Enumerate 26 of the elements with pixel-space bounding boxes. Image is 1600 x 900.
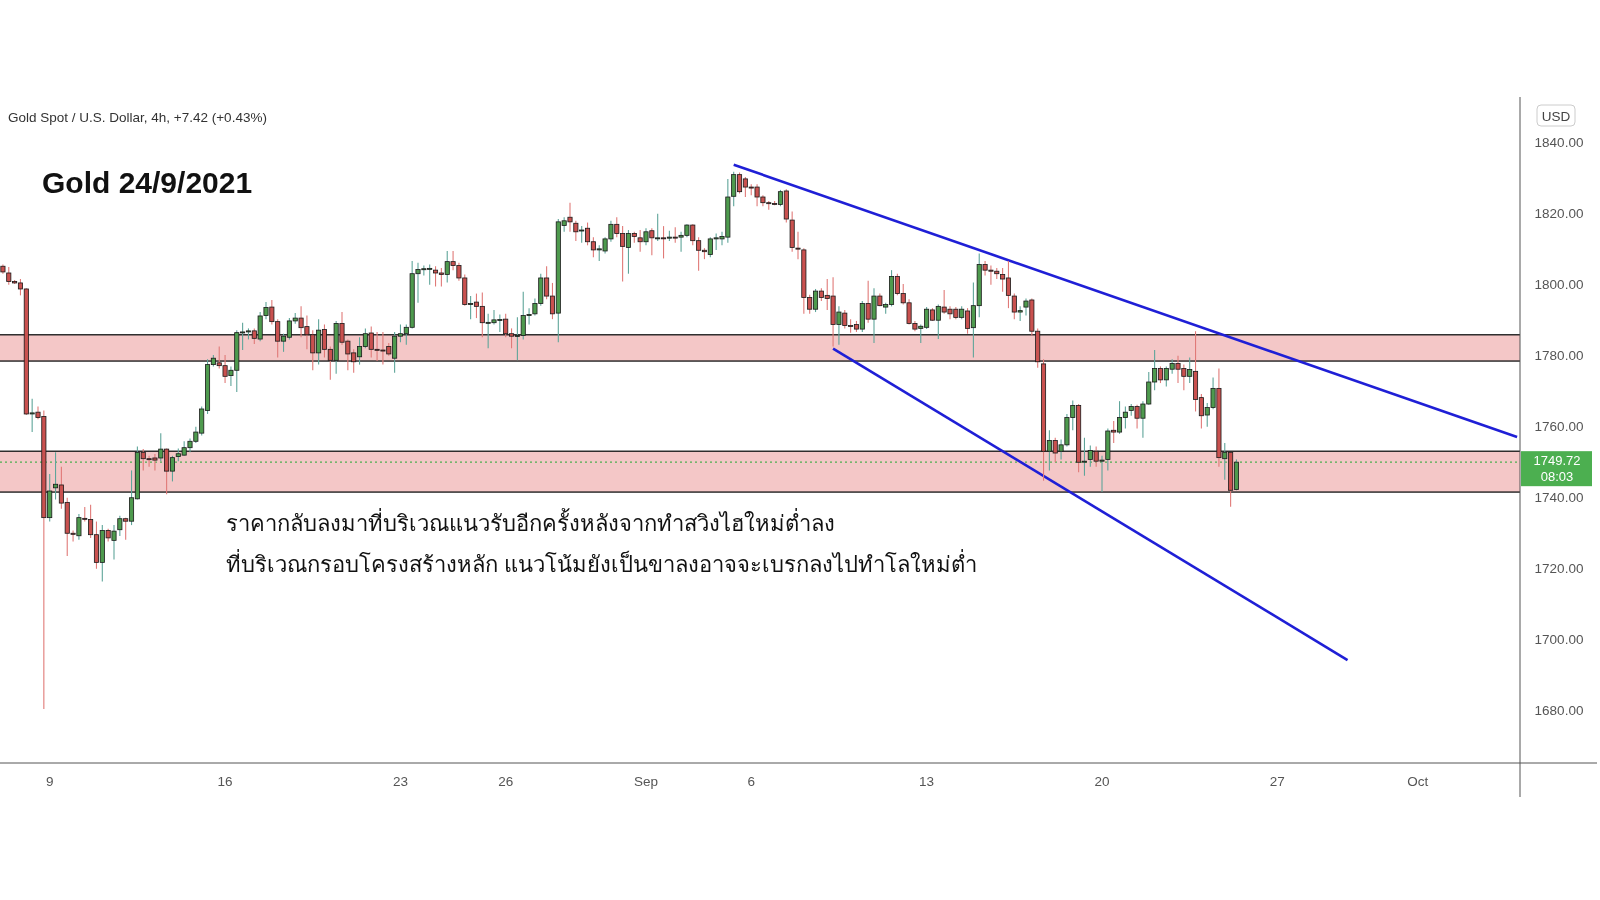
text: Gold 24/9/2021 [42,166,253,199]
y-tick-label: 1740.00 [1534,489,1584,505]
annotation: ที่บริเวณกรอบโครงสร้างหลัก แนวโน้มยังเป็นขาลงอาจจะเบรกลงไปทำโลใหม่ต่ำ [226,549,977,577]
text: Gold Spot / U.S. Dollar, 4h, +7.42 (+0.43%) [8,110,267,125]
x-tick-label: 27 [1269,774,1285,789]
text: 08:03 [1540,469,1574,485]
y-tick-label: 1820.00 [1534,205,1584,221]
y-tick-label: 1700.00 [1534,631,1584,647]
y-tick-label: 1680.00 [1534,702,1584,718]
y-tick-label: 1800.00 [1534,276,1584,292]
x-tick-label: Oct [1407,774,1429,789]
x-tick-label: 9 [45,774,54,789]
x-tick-label: 20 [1094,774,1110,789]
y-tick-label: 1840.00 [1534,134,1584,150]
x-tick-label: 6 [747,774,755,789]
x-tick-label: Sep [633,774,659,789]
x-tick-label: 23 [392,774,408,789]
y-axis-title: USD [1541,109,1571,124]
y-tick-label: 1720.00 [1534,560,1584,576]
x-tick-label: 26 [498,774,514,789]
y-tick-label: 1760.00 [1534,418,1584,434]
y-tick-label: 1780.00 [1534,347,1584,363]
annotation: ราคากลับลงมาที่บริเวณแนวรับอีกครั้งหลังจากทำสวิงไฮใหม่ต่ำลง [226,508,835,536]
x-tick-label: 13 [919,774,935,789]
x-tick-label: 16 [217,774,233,789]
ref-line-label: 1749.72 [1533,453,1581,469]
